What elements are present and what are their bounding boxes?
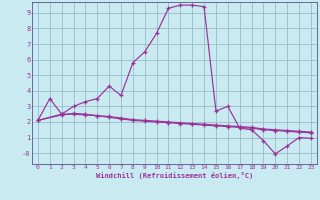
X-axis label: Windchill (Refroidissement éolien,°C): Windchill (Refroidissement éolien,°C) (96, 172, 253, 179)
